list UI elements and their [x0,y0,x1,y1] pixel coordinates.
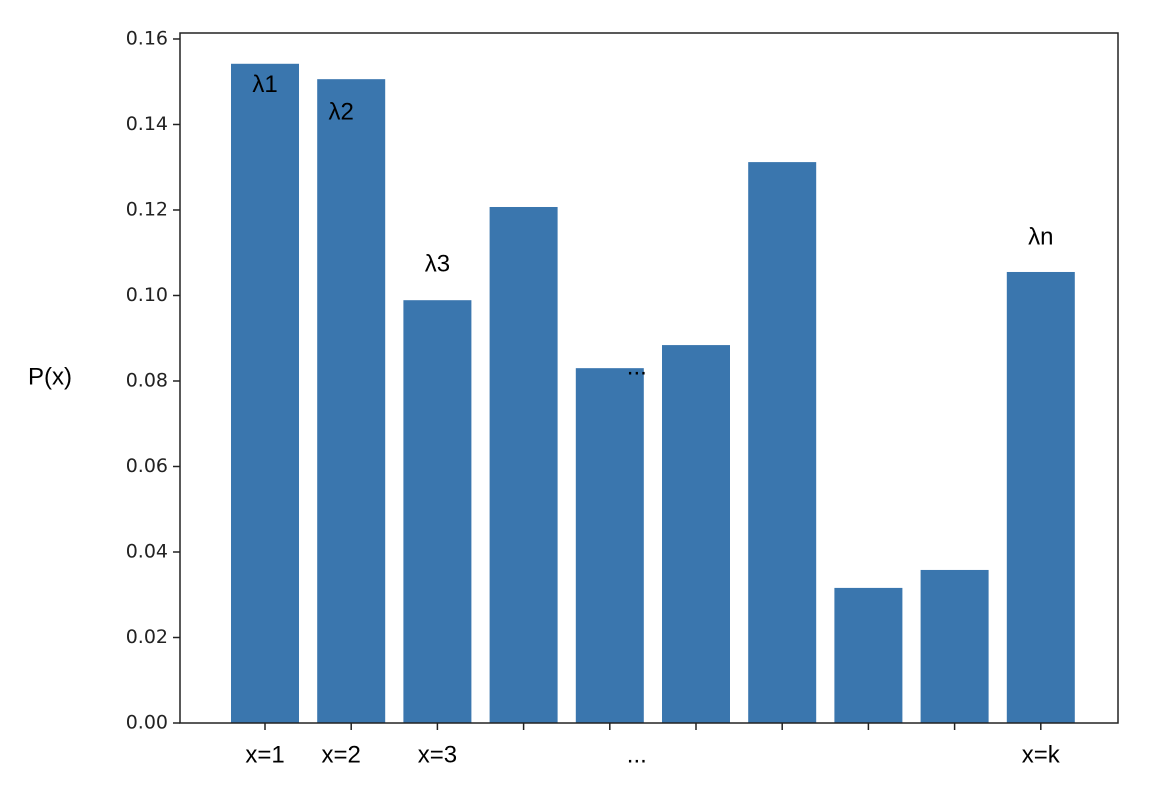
y-tick-label: 0.14 [126,113,168,135]
y-tick-label: 0.16 [126,27,168,49]
plot-frame [179,32,1119,724]
bar-label: λ3 [425,251,450,278]
bar [662,345,730,723]
y-tick-label: 0.06 [126,455,168,477]
bar [231,63,299,724]
bar [489,206,558,723]
bar-label: λ2 [329,99,354,126]
bar [403,300,472,723]
y-tick-label: 0.10 [126,284,168,306]
bar [317,79,386,723]
y-tick-label: 0.12 [126,198,168,220]
y-tick-label: 0.00 [126,712,168,734]
bar-label: λn [1028,223,1053,250]
bar-label: λ1 [252,71,277,98]
x-tick-label: x=3 [418,741,457,768]
bar [834,587,903,723]
y-tick-label: 0.08 [126,369,168,391]
x-tick-label: ... [627,741,647,768]
bar [575,368,644,723]
bar-label: ... [627,354,647,381]
bar [920,569,989,723]
x-tick-label: x=k [1022,741,1061,768]
bar [1006,271,1075,723]
x-tick-label: x=1 [245,741,284,768]
bar [748,162,817,724]
y-axis-label: P(x) [28,363,72,390]
x-tick-label: x=2 [322,741,361,768]
y-tick-label: 0.02 [126,626,168,648]
y-tick-label: 0.04 [126,540,168,562]
